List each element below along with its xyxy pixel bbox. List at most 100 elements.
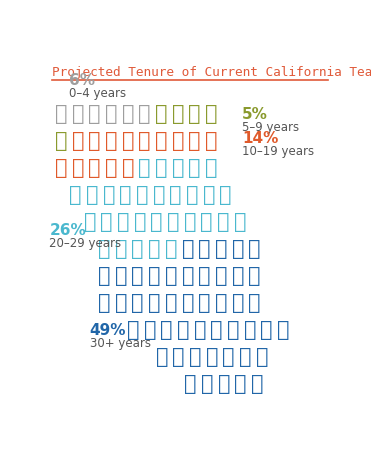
Text: ⛹: ⛹	[198, 239, 211, 259]
Text: ⛹: ⛹	[220, 185, 232, 205]
Text: ⛹: ⛹	[115, 293, 127, 313]
Text: ⛹: ⛹	[165, 239, 177, 259]
Text: ⛹: ⛹	[115, 266, 127, 286]
Text: ⛹: ⛹	[172, 131, 184, 151]
Text: ⛹: ⛹	[151, 212, 163, 232]
Text: ⛹: ⛹	[203, 185, 215, 205]
Text: 30+ years: 30+ years	[89, 337, 151, 350]
Text: ⛹: ⛹	[167, 212, 180, 232]
Text: 5%: 5%	[242, 107, 268, 122]
Text: ⛹: ⛹	[251, 374, 263, 394]
Text: ⛹: ⛹	[155, 131, 168, 151]
Text: ⛹: ⛹	[244, 320, 256, 340]
Text: ⛹: ⛹	[144, 320, 156, 340]
Text: 5–9 years: 5–9 years	[242, 121, 299, 134]
Text: Projected Tenure of Current California Teachers: Projected Tenure of Current California T…	[52, 66, 371, 79]
Text: ⛹: ⛹	[232, 266, 244, 286]
Text: ⛹: ⛹	[156, 347, 168, 367]
Text: ⛹: ⛹	[260, 320, 273, 340]
Text: ⛹: ⛹	[234, 212, 246, 232]
Text: ⛹: ⛹	[189, 347, 201, 367]
Text: ⛹: ⛹	[184, 374, 197, 394]
Text: ⛹: ⛹	[227, 320, 239, 340]
Text: ⛹: ⛹	[72, 131, 84, 151]
Text: ⛹: ⛹	[98, 293, 111, 313]
Text: ⛹: ⛹	[201, 374, 214, 394]
Text: ⛹: ⛹	[148, 266, 161, 286]
Text: 26%: 26%	[49, 223, 86, 238]
Text: ⛹: ⛹	[155, 158, 168, 178]
Text: ⛹: ⛹	[198, 293, 211, 313]
Text: ⛹: ⛹	[138, 104, 151, 124]
Text: ⛹: ⛹	[72, 104, 84, 124]
Text: ⛹: ⛹	[101, 212, 113, 232]
Text: ⛹: ⛹	[172, 347, 185, 367]
Text: ⛹: ⛹	[115, 239, 127, 259]
Text: 14%: 14%	[242, 131, 278, 146]
Text: ⛹: ⛹	[215, 293, 227, 313]
Text: ⛹: ⛹	[248, 266, 261, 286]
Text: ⛹: ⛹	[165, 266, 177, 286]
Text: ⛹: ⛹	[88, 104, 101, 124]
Text: ⛹: ⛹	[205, 104, 217, 124]
Text: ⛹: ⛹	[248, 239, 261, 259]
Text: ⛹: ⛹	[131, 239, 144, 259]
Text: ⛹: ⛹	[234, 374, 247, 394]
Text: 20–29 years: 20–29 years	[49, 237, 121, 250]
Text: ⛹: ⛹	[88, 131, 101, 151]
Text: ⛹: ⛹	[55, 158, 68, 178]
Text: ⛹: ⛹	[55, 104, 68, 124]
Text: 6%: 6%	[69, 73, 95, 88]
Text: 0–4 years: 0–4 years	[69, 87, 127, 100]
Text: ⛹: ⛹	[105, 131, 118, 151]
Text: ⛹: ⛹	[122, 131, 134, 151]
Text: ⛹: ⛹	[239, 347, 252, 367]
Text: 10–19 years: 10–19 years	[242, 145, 314, 158]
Text: ⛹: ⛹	[117, 212, 129, 232]
Text: ⛹: ⛹	[217, 212, 230, 232]
Text: ⛹: ⛹	[215, 239, 227, 259]
Text: ⛹: ⛹	[188, 158, 201, 178]
Text: ⛹: ⛹	[165, 293, 177, 313]
Text: ⛹: ⛹	[194, 320, 206, 340]
Text: ⛹: ⛹	[72, 158, 84, 178]
Text: ⛹: ⛹	[186, 185, 198, 205]
Text: ⛹: ⛹	[69, 185, 82, 205]
Text: ⛹: ⛹	[172, 104, 184, 124]
Text: ⛹: ⛹	[134, 212, 146, 232]
Text: ⛹: ⛹	[232, 239, 244, 259]
Text: ⛹: ⛹	[55, 131, 68, 151]
Text: ⛹: ⛹	[206, 347, 218, 367]
Text: ⛹: ⛹	[210, 320, 223, 340]
Text: ⛹: ⛹	[277, 320, 289, 340]
Text: ⛹: ⛹	[256, 347, 268, 367]
Text: ⛹: ⛹	[181, 293, 194, 313]
Text: ⛹: ⛹	[184, 212, 196, 232]
Text: ⛹: ⛹	[105, 104, 118, 124]
Text: ⛹: ⛹	[131, 293, 144, 313]
Text: ⛹: ⛹	[138, 131, 151, 151]
Text: ⛹: ⛹	[248, 293, 261, 313]
Text: ⛹: ⛹	[181, 266, 194, 286]
Text: ⛹: ⛹	[160, 320, 173, 340]
Text: 49%: 49%	[89, 323, 126, 338]
Text: ⛹: ⛹	[119, 185, 132, 205]
Text: ⛹: ⛹	[215, 266, 227, 286]
Text: ⛹: ⛹	[86, 185, 99, 205]
Text: ⛹: ⛹	[148, 293, 161, 313]
Text: ⛹: ⛹	[205, 131, 217, 151]
Text: ⛹: ⛹	[205, 158, 217, 178]
Text: ⛹: ⛹	[131, 266, 144, 286]
Text: ⛹: ⛹	[105, 158, 118, 178]
Text: ⛹: ⛹	[177, 320, 190, 340]
Text: ⛹: ⛹	[188, 104, 201, 124]
Text: ⛹: ⛹	[88, 158, 101, 178]
Text: ⛹: ⛹	[122, 104, 134, 124]
Text: ⛹: ⛹	[136, 185, 148, 205]
Text: ⛹: ⛹	[172, 158, 184, 178]
Text: ⛹: ⛹	[222, 347, 235, 367]
Text: ⛹: ⛹	[155, 104, 168, 124]
Text: ⛹: ⛹	[98, 239, 111, 259]
Text: ⛹: ⛹	[148, 239, 161, 259]
Text: ⛹: ⛹	[218, 374, 230, 394]
